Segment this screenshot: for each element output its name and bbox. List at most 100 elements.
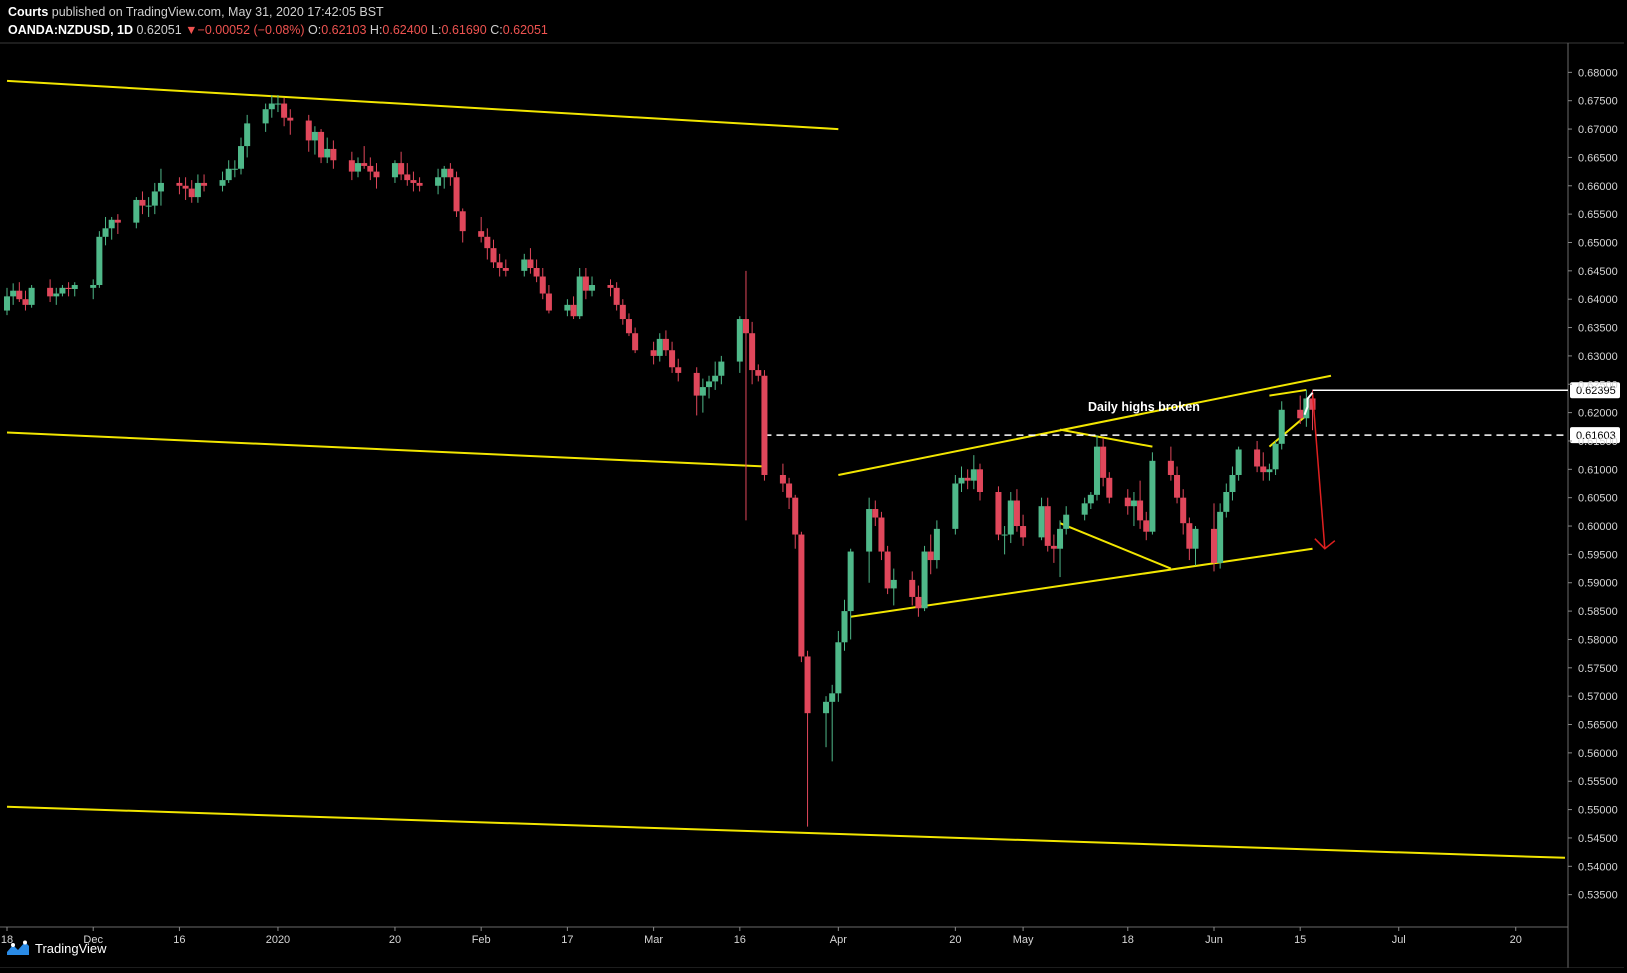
horizontal-levels [764, 389, 1568, 436]
time-tick-label: Jun [1205, 934, 1223, 946]
price-tick-label: 0.65000 [1578, 237, 1618, 249]
candle-body [496, 262, 503, 269]
candle-body [478, 231, 485, 237]
price-tag-bg [1570, 427, 1620, 444]
price-tick-label: 0.54500 [1578, 833, 1618, 845]
price-tick-label: 0.57000 [1578, 691, 1618, 703]
annotation-daily-highs-broken[interactable]: Daily highs broken [1088, 400, 1200, 414]
candle-body [835, 642, 842, 694]
candle-body [502, 268, 509, 271]
close-value: 0.62051 [502, 23, 548, 37]
close-label: C: [490, 23, 503, 37]
candle-body [1081, 503, 1088, 515]
open-value: 0.62103 [321, 23, 367, 37]
candle-body [1272, 443, 1279, 470]
tradingview-brand: TradingView [35, 940, 107, 956]
candle-body [1020, 526, 1027, 538]
candle-body [829, 693, 836, 702]
price-tick-label: 0.67000 [1578, 124, 1618, 136]
time-tick-label: 18 [1122, 934, 1134, 946]
candle-body [65, 287, 72, 289]
candle-body [231, 168, 238, 170]
candle-body [47, 287, 54, 297]
price-tick-label: 0.56000 [1578, 748, 1618, 760]
high-value: 0.62400 [382, 23, 428, 37]
candle-body [1309, 398, 1316, 410]
candle-body [1106, 477, 1113, 498]
candle-body [613, 287, 620, 305]
candle-body [367, 165, 374, 172]
candle-body [921, 551, 928, 609]
price-tick-label: 0.58000 [1578, 634, 1618, 646]
trendline-rising-channel-top [838, 374, 1332, 476]
author-name[interactable]: Courts [8, 5, 49, 19]
candle-body [1254, 449, 1261, 467]
price-tick-label: 0.68000 [1578, 67, 1618, 79]
candle-body [262, 109, 269, 124]
candle-body [114, 219, 121, 223]
candle-body [330, 148, 337, 161]
candle-body [576, 276, 583, 317]
candle-body [194, 182, 201, 198]
candle-body [1192, 528, 1199, 549]
candle-body [1100, 446, 1107, 478]
candle-body [225, 168, 232, 181]
price-tick-label: 0.56500 [1578, 720, 1618, 732]
open-label: O: [308, 23, 322, 37]
candle-body [391, 163, 398, 178]
candle-body [786, 483, 793, 498]
candle-body [798, 534, 805, 657]
price-change: −0.00052 (−0.08%) [197, 23, 305, 37]
publication-info: Courts published on TradingView.com, May… [8, 5, 384, 19]
candle-body [958, 477, 965, 484]
candle-body [712, 375, 719, 382]
candle-body [1130, 500, 1137, 507]
candle-body [872, 509, 879, 518]
candles [3, 95, 1316, 827]
candle-body [133, 199, 140, 223]
candle-body [909, 579, 916, 597]
candle-body [108, 219, 115, 229]
change-arrow-icon: ▼ [185, 23, 198, 37]
tradingview-logo[interactable]: TradingView [6, 940, 107, 956]
candle-body [139, 199, 146, 206]
time-tick-label: 20 [389, 934, 401, 946]
candle-body [1297, 409, 1304, 419]
candle-body [1235, 449, 1242, 475]
price-tag-label: 0.62395 [1576, 385, 1616, 397]
candle-body [102, 228, 109, 237]
candle-body [545, 293, 552, 311]
last-price: 0.62051 [136, 23, 182, 37]
candle-body [16, 290, 23, 300]
price-tick-label: 0.63000 [1578, 351, 1618, 363]
time-tick-label: 18 [1, 934, 13, 946]
candle-body [484, 236, 491, 249]
candle-body [268, 103, 275, 110]
candle-body [952, 483, 959, 529]
candle-body [878, 517, 885, 552]
candle-body [441, 168, 448, 178]
time-tick-label: Apr [830, 934, 847, 946]
candle-body [669, 350, 676, 368]
candle-body [1223, 492, 1230, 512]
candle-body [10, 290, 17, 297]
trendline-rising-channel-bottom [850, 547, 1313, 618]
candle-body [1278, 409, 1285, 444]
candle-body [459, 211, 466, 232]
price-tick-label: 0.53500 [1578, 890, 1618, 902]
candle-body [59, 287, 66, 294]
candle-body [915, 596, 922, 609]
candle-body [28, 287, 35, 305]
candle-body [305, 120, 312, 141]
candle-body [650, 350, 657, 356]
candle-body [188, 188, 195, 198]
symbol-interval[interactable]: OANDA:NZDUSD, 1D [8, 23, 133, 37]
candle-body [1038, 506, 1045, 538]
candle-body [1013, 500, 1020, 527]
price-tick-label: 0.66000 [1578, 181, 1618, 193]
time-tick-label: 20 [1510, 934, 1522, 946]
candle-body [373, 171, 380, 178]
tradingview-logo-icon [7, 940, 29, 955]
